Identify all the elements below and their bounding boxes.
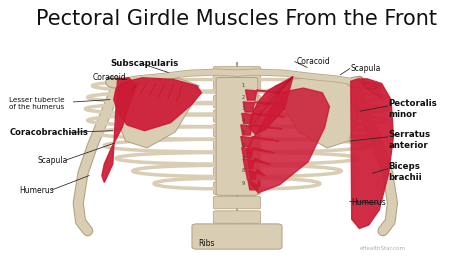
Ellipse shape bbox=[347, 77, 365, 88]
Polygon shape bbox=[241, 136, 279, 147]
Text: 7: 7 bbox=[242, 156, 245, 161]
Polygon shape bbox=[249, 77, 293, 134]
Polygon shape bbox=[241, 125, 282, 135]
Text: 5: 5 bbox=[242, 131, 245, 135]
FancyBboxPatch shape bbox=[213, 124, 261, 137]
Polygon shape bbox=[248, 180, 260, 190]
Text: Coracoid: Coracoid bbox=[296, 57, 330, 66]
Text: Coracobrachialis: Coracobrachialis bbox=[9, 128, 88, 138]
Text: Ribs: Ribs bbox=[198, 239, 214, 248]
Polygon shape bbox=[242, 113, 284, 123]
FancyBboxPatch shape bbox=[216, 77, 258, 195]
FancyBboxPatch shape bbox=[213, 95, 261, 108]
Text: Serratus
anterior: Serratus anterior bbox=[389, 130, 431, 149]
Text: Lesser tubercle
of the humerus: Lesser tubercle of the humerus bbox=[9, 97, 65, 110]
Text: 9: 9 bbox=[242, 181, 245, 186]
Polygon shape bbox=[246, 88, 329, 193]
Text: Scapula: Scapula bbox=[351, 64, 381, 73]
Polygon shape bbox=[243, 159, 270, 169]
FancyBboxPatch shape bbox=[213, 153, 261, 165]
FancyBboxPatch shape bbox=[213, 211, 261, 223]
Text: 1: 1 bbox=[242, 83, 245, 88]
Polygon shape bbox=[242, 147, 275, 157]
Text: 3: 3 bbox=[242, 106, 245, 111]
Text: Coracoid: Coracoid bbox=[92, 73, 126, 82]
Text: 6: 6 bbox=[242, 143, 245, 148]
Polygon shape bbox=[243, 102, 284, 112]
FancyBboxPatch shape bbox=[213, 81, 261, 93]
FancyBboxPatch shape bbox=[213, 139, 261, 151]
Text: Humerus: Humerus bbox=[19, 186, 54, 195]
Text: Humerus: Humerus bbox=[351, 198, 385, 206]
Text: 2: 2 bbox=[242, 95, 245, 100]
Polygon shape bbox=[275, 77, 358, 148]
Text: Subscapularis: Subscapularis bbox=[110, 60, 179, 68]
Polygon shape bbox=[246, 90, 280, 100]
Text: 8: 8 bbox=[242, 168, 245, 173]
Polygon shape bbox=[116, 77, 199, 148]
Polygon shape bbox=[114, 78, 201, 131]
Text: eHealthStar.com: eHealthStar.com bbox=[360, 247, 406, 251]
Polygon shape bbox=[102, 78, 137, 182]
Text: Pectoralis
minor: Pectoralis minor bbox=[389, 99, 438, 119]
Text: Scapula: Scapula bbox=[38, 156, 68, 165]
Polygon shape bbox=[246, 169, 265, 180]
Polygon shape bbox=[351, 79, 393, 228]
Text: 4: 4 bbox=[242, 118, 245, 123]
FancyBboxPatch shape bbox=[213, 110, 261, 122]
Text: Pectoral Girdle Muscles From the Front: Pectoral Girdle Muscles From the Front bbox=[36, 9, 438, 29]
FancyBboxPatch shape bbox=[213, 196, 261, 209]
FancyBboxPatch shape bbox=[213, 168, 261, 180]
FancyBboxPatch shape bbox=[213, 182, 261, 194]
FancyBboxPatch shape bbox=[213, 225, 261, 238]
Ellipse shape bbox=[106, 77, 124, 88]
FancyBboxPatch shape bbox=[192, 224, 282, 249]
FancyBboxPatch shape bbox=[213, 66, 261, 79]
Text: Biceps
brachii: Biceps brachii bbox=[389, 163, 422, 182]
